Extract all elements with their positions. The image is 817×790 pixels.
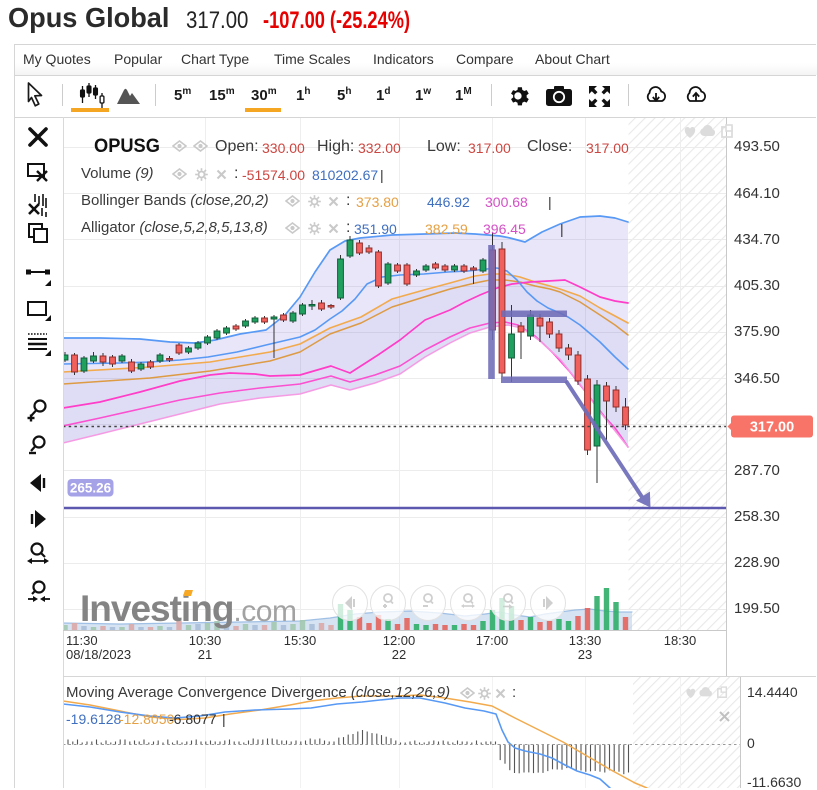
svg-text:317.00: 317.00	[750, 420, 794, 436]
svg-text:265.26: 265.26	[70, 481, 112, 496]
